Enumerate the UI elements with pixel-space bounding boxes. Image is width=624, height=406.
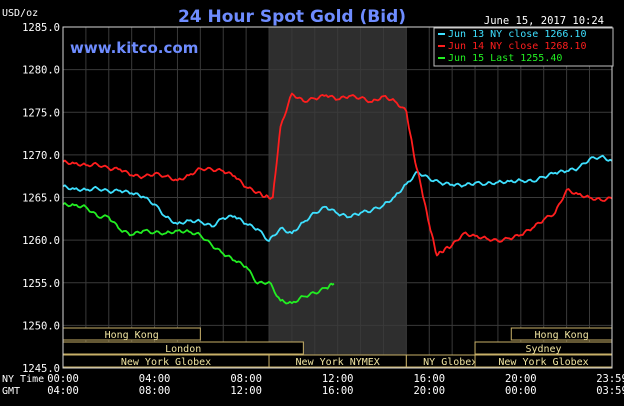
x-tick-label: 04:00: [139, 373, 171, 385]
series-line: [62, 92, 613, 257]
series-line: [62, 202, 335, 305]
y-tick-label: 1270.0: [22, 150, 60, 162]
y-tick-label: 1245.0: [22, 363, 60, 375]
x-tick-label: 03:59: [596, 385, 624, 397]
y-tick-label: 1250.0: [22, 320, 60, 332]
chart-timestamp: June 15, 2017 10:24: [484, 15, 604, 27]
x-axis-row-name: NY Time: [2, 374, 44, 385]
x-axis-ticks: NY Time 00:00 04:00 08:00 12:00 16:00 20:00 23:…: [2, 373, 624, 397]
watermark-url: www.kitco.com: [70, 39, 198, 57]
session-label: Hong Kong: [105, 330, 159, 341]
y-tick-label: 1260.0: [22, 235, 60, 247]
x-axis-row-name: GMT: [2, 386, 20, 397]
price-series: [62, 92, 613, 305]
x-tick-label: 16:00: [413, 373, 445, 385]
x-tick-label: 20:00: [413, 385, 445, 397]
x-tick-label: 20:00: [505, 373, 537, 385]
x-tick-label: 16:00: [322, 385, 354, 397]
x-tick-label: 04:00: [47, 385, 79, 397]
x-tick-label: 08:00: [139, 385, 171, 397]
plot-frame: [62, 26, 613, 369]
session-label: New York NYMEX: [296, 357, 380, 368]
y-tick-label: 1280.0: [22, 65, 60, 77]
x-tick-label: 00:00: [505, 385, 537, 397]
y-axis-label: USD/oz: [2, 8, 38, 19]
chart-title: 24 Hour Spot Gold (Bid): [178, 7, 406, 27]
x-tick-label: 08:00: [230, 373, 262, 385]
y-tick-label: 1275.0: [22, 107, 60, 119]
legend-label: Jun 15 Last 1255.40: [448, 53, 562, 64]
session-label: New York Globex: [498, 357, 588, 368]
x-tick-label: 12:00: [322, 373, 354, 385]
y-axis-ticks: 1245.0 1250.0 1255.0 1260.0 1265.0 1270.0 1275…: [22, 22, 60, 375]
x-tick-label: 23:59: [596, 373, 624, 385]
x-tick-label: 00:00: [47, 373, 79, 385]
session-label: Sydney: [525, 344, 561, 355]
legend-label: Jun 13 NY close 1266.10: [448, 29, 586, 40]
legend: [433, 27, 614, 67]
y-tick-label: 1255.0: [22, 278, 60, 290]
x-tick-label: 12:00: [230, 385, 262, 397]
session-label: Hong Kong: [535, 330, 589, 341]
legend-label: Jun 14 NY close 1268.10: [448, 41, 586, 52]
series-line: [62, 154, 613, 242]
session-label: NY Globex: [423, 357, 477, 368]
session-label: London: [165, 344, 201, 355]
grid-lines: [63, 26, 612, 369]
session-label: New York Globex: [121, 357, 211, 368]
y-tick-label: 1265.0: [22, 193, 60, 205]
y-tick-label: 1285.0: [22, 22, 60, 34]
